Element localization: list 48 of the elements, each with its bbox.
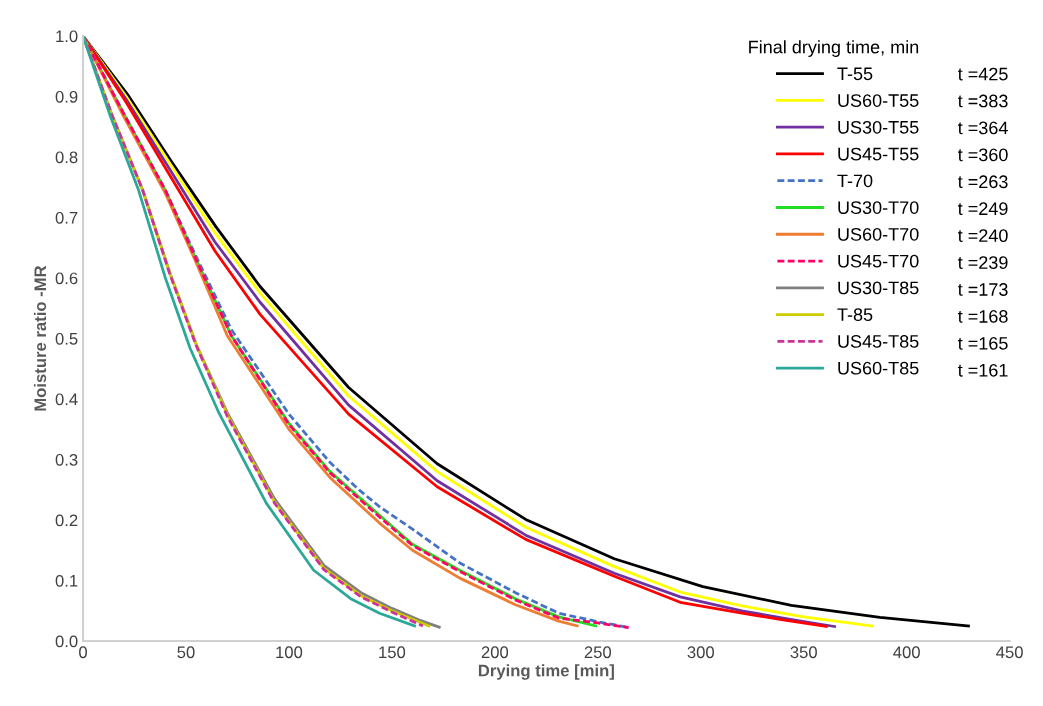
x-tick-label: 150 [379,646,406,659]
annotation: t =249 [957,202,1008,216]
annotation: t =425 [957,67,1008,81]
y-tick-label: 0.1 [55,574,78,587]
y-tick-label: 0.0 [55,635,78,648]
legend-label: US60-T55 [838,94,919,107]
legend-label: US30-T70 [838,201,919,214]
x-tick-label: 450 [996,646,1023,659]
annotation: t =239 [957,256,1008,269]
legend-label: US60-T85 [838,361,919,375]
y-tick-label: 0.6 [55,272,78,285]
x-tick-label: 200 [481,646,509,659]
annotation: t =161 [957,363,1008,377]
annotation: t =168 [957,310,1008,323]
x-axis-title: Drying time [min] [478,664,614,680]
y-tick-label: 0.5 [55,332,78,345]
x-tick-label: 400 [893,646,920,659]
annotation: t =383 [957,94,1008,108]
annotation: t =263 [957,175,1008,189]
y-tick-label: 0.9 [55,90,78,103]
x-tick-label: 0 [79,646,88,659]
y-tick-label: 0.3 [55,453,78,466]
x-tick-label: 300 [687,646,715,659]
x-tick-label: 100 [276,646,303,659]
annotation: t =364 [957,121,1008,135]
legend-label: US30-T85 [838,281,919,295]
y-tick-label: 0.8 [55,151,78,164]
legend-label: US60-T70 [838,227,919,241]
x-tick-label: 250 [584,646,612,659]
annotation: t =173 [957,283,1008,296]
x-tick-label: 350 [790,646,817,659]
y-tick-label: 0.7 [55,211,78,224]
legend-label: T-70 [837,174,873,188]
legend-label: T-85 [837,308,873,322]
annotation: t =240 [957,229,1008,243]
y-axis-title: Moisture ratio -MR [33,265,47,411]
y-tick-label: 1.0 [56,30,78,43]
legend-label: T-55 [837,67,873,81]
annotation: t =360 [957,148,1008,162]
y-tick-label: 0.2 [55,514,78,527]
x-tick-label: 50 [177,646,195,659]
legend-label: US30-T55 [838,120,919,134]
y-tick-label: 0.4 [55,393,78,406]
legend-label: US45-T85 [838,335,919,348]
legend-label: US45-T70 [838,254,919,268]
legend-title: Final drying time, min [749,40,919,57]
legend-label: US45-T55 [838,147,919,161]
annotation: t =165 [957,336,1008,350]
